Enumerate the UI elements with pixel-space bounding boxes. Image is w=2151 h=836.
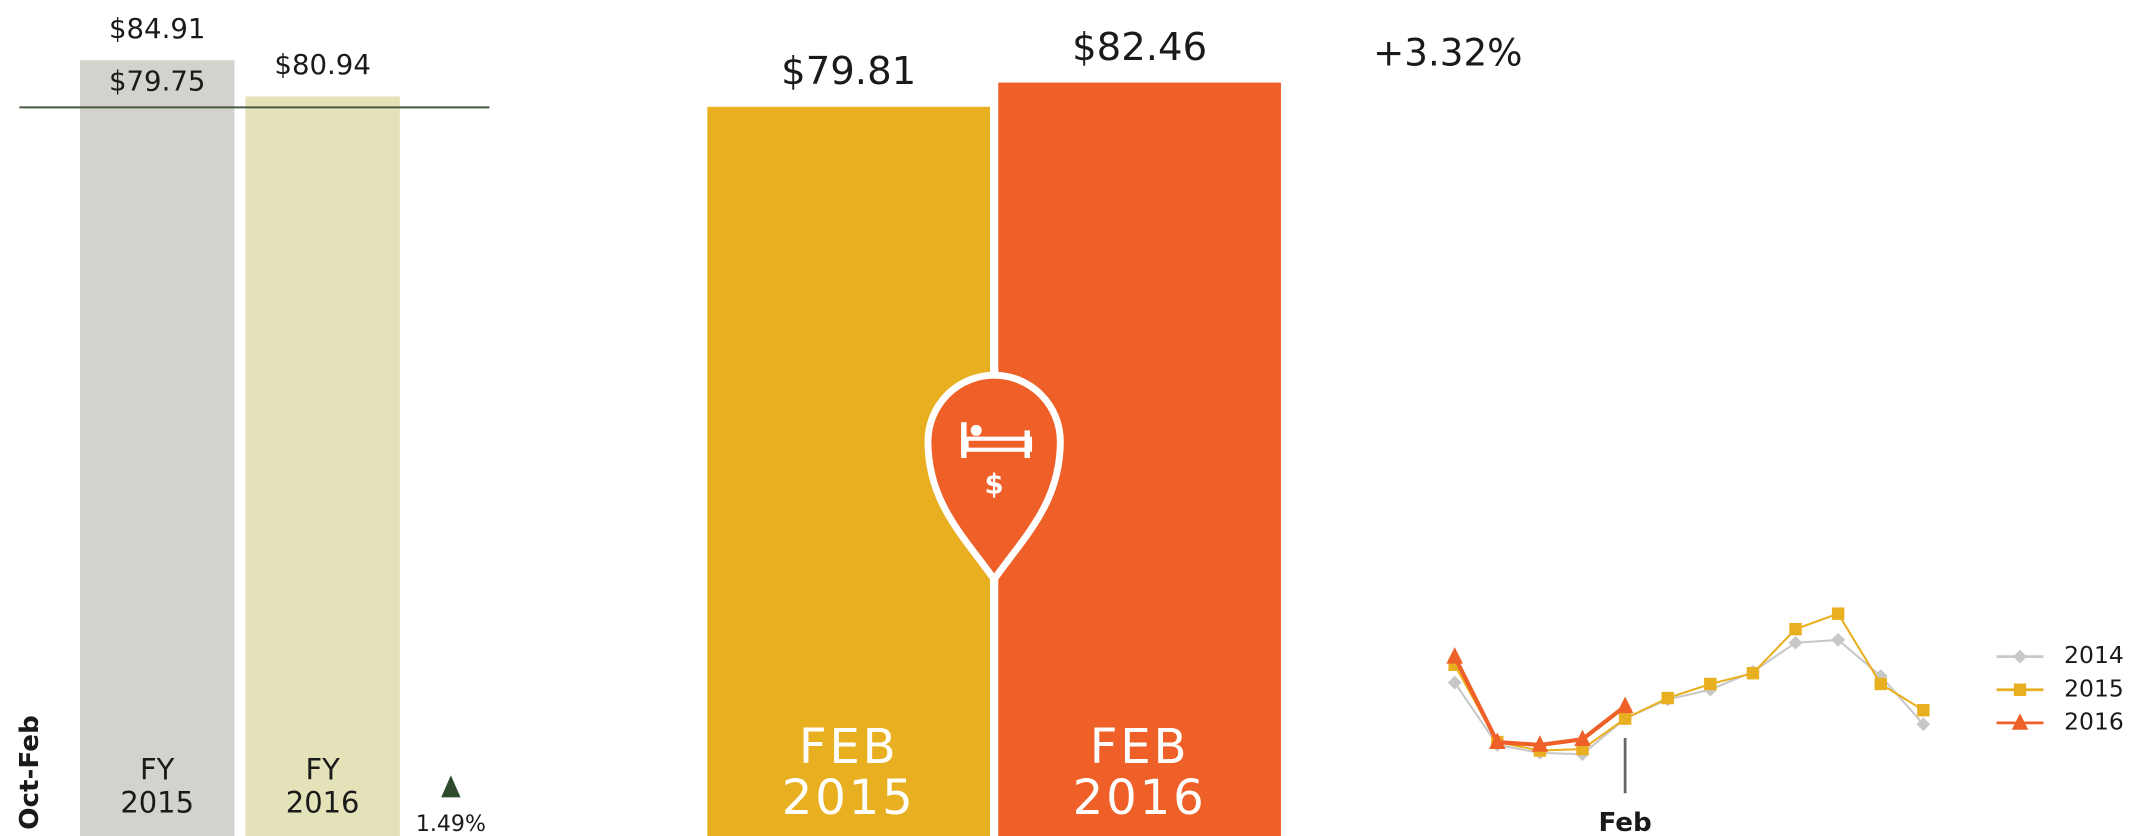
x-tick-label-box: FY 2015 [120,753,195,820]
marker [1531,735,1549,752]
marker [1831,633,1846,647]
marker [1661,691,1674,705]
x-tick-label: FY 2015 [120,753,195,820]
marker [1446,647,1463,664]
marker [1916,717,1931,732]
marker [1788,635,1803,650]
series: 2015 [1448,607,2124,757]
marker [1489,732,1506,749]
x-tick-label-box: FEB 2015 [781,722,916,826]
x-tick-label-box: FY 2016 [285,753,360,820]
marker [1789,622,1802,636]
value-label: $84.91 [109,12,205,45]
legend-label: 2015 [2064,674,2124,702]
marker [2013,649,2027,664]
marker [1746,666,1760,680]
x-tick-label-box: FEB 2016 [1072,722,1207,826]
x-tick-label: FY 2016 [285,753,360,820]
legend-label: 2016 [2064,707,2124,735]
marker [1616,696,1634,714]
series-line [1453,612,1924,752]
reference-label: $79.75 [109,65,205,98]
svg-text:$: $ [985,468,1004,501]
value-label: $82.46 [1072,25,1207,70]
legend-label: 2014 [2064,641,2124,669]
hotel-pin-icon: $ [924,371,1064,586]
bar [79,60,235,836]
marker [1704,677,1717,691]
value-label: $80.94 [274,48,370,81]
x-tick-label: Feb [1598,808,1651,836]
series-line [1452,655,1627,747]
marker [2011,713,2029,730]
marker [1917,704,1930,717]
marker [2013,683,2027,696]
marker [1574,729,1591,747]
y-axis-label: Oct-Feb [15,715,45,830]
change-label: 1.49% [416,812,486,836]
bar [245,96,400,836]
marker [1447,675,1462,690]
x-tick-label: FEB 2016 [1072,722,1207,826]
series-line [1453,638,1925,756]
change-label: +3.32% [1373,31,1522,75]
value-label: $79.81 [781,49,916,94]
marker [1831,607,1845,620]
marker [1618,712,1632,725]
up-arrow [441,775,461,798]
series: 2016 [1446,647,2124,752]
x-tick-label: FEB 2015 [781,722,916,826]
marker [1874,677,1887,691]
